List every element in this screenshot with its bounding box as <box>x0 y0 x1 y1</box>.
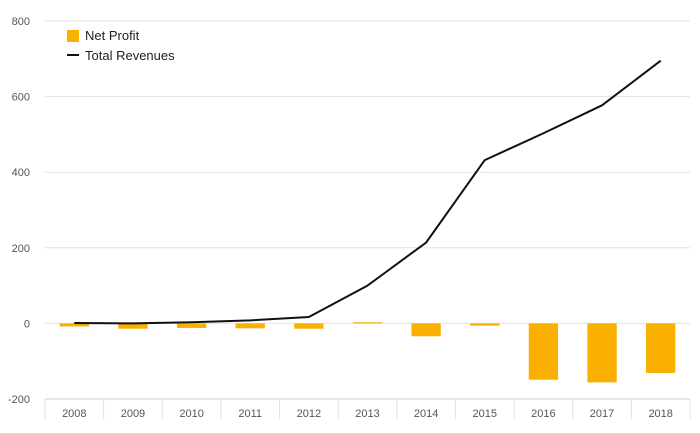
x-tick-label: 2018 <box>648 408 672 420</box>
y-tick-label: 0 <box>24 318 30 330</box>
x-tick-label: 2013 <box>355 408 379 420</box>
y-tick-label: 600 <box>12 92 30 104</box>
bar-net-profit-2013 <box>352 322 383 324</box>
legend-label-total-revenues: Total Revenues <box>85 48 175 63</box>
bar-net-profit-2010 <box>176 323 207 328</box>
y-tick-label: 400 <box>12 167 30 179</box>
x-tick-label: 2008 <box>62 408 86 420</box>
axes: 800 600 400 200 0 -200 2008 2009 2010 2011 2012 201… <box>8 16 691 420</box>
bar-net-profit-2014 <box>411 323 441 337</box>
y-tick-label: 200 <box>12 243 30 255</box>
bar-net-profit-2009 <box>118 323 148 329</box>
legend-label-net-profit: Net Profit <box>85 28 140 43</box>
line-total-revenues <box>74 59 662 325</box>
legend: Net Profit Total Revenues <box>67 28 175 63</box>
bar-net-profit-2018 <box>646 323 676 373</box>
y-tick-label: -200 <box>8 394 30 406</box>
x-tick-label: 2014 <box>414 408 438 420</box>
x-tick-label: 2017 <box>590 408 614 420</box>
x-tick-label: 2011 <box>238 408 262 420</box>
bar-net-profit-2012 <box>294 323 324 329</box>
net-profit-bars <box>59 322 676 383</box>
y-tick-label: 800 <box>12 16 30 28</box>
x-tick-label: 2012 <box>297 408 321 420</box>
bar-net-profit-2011 <box>235 323 265 329</box>
bar-net-profit-2016 <box>528 323 559 380</box>
bar-net-profit-2015 <box>470 323 500 326</box>
x-tick-label: 2009 <box>121 408 145 420</box>
x-tick-label: 2010 <box>179 408 203 420</box>
bar-net-profit-2017 <box>587 323 617 383</box>
x-tick-label: 2015 <box>473 408 497 420</box>
x-tick-label: 2016 <box>531 408 555 420</box>
total-revenues-line-group <box>74 59 662 325</box>
legend-swatch-net-profit <box>67 30 79 42</box>
bar-net-profit-2008 <box>59 323 89 327</box>
